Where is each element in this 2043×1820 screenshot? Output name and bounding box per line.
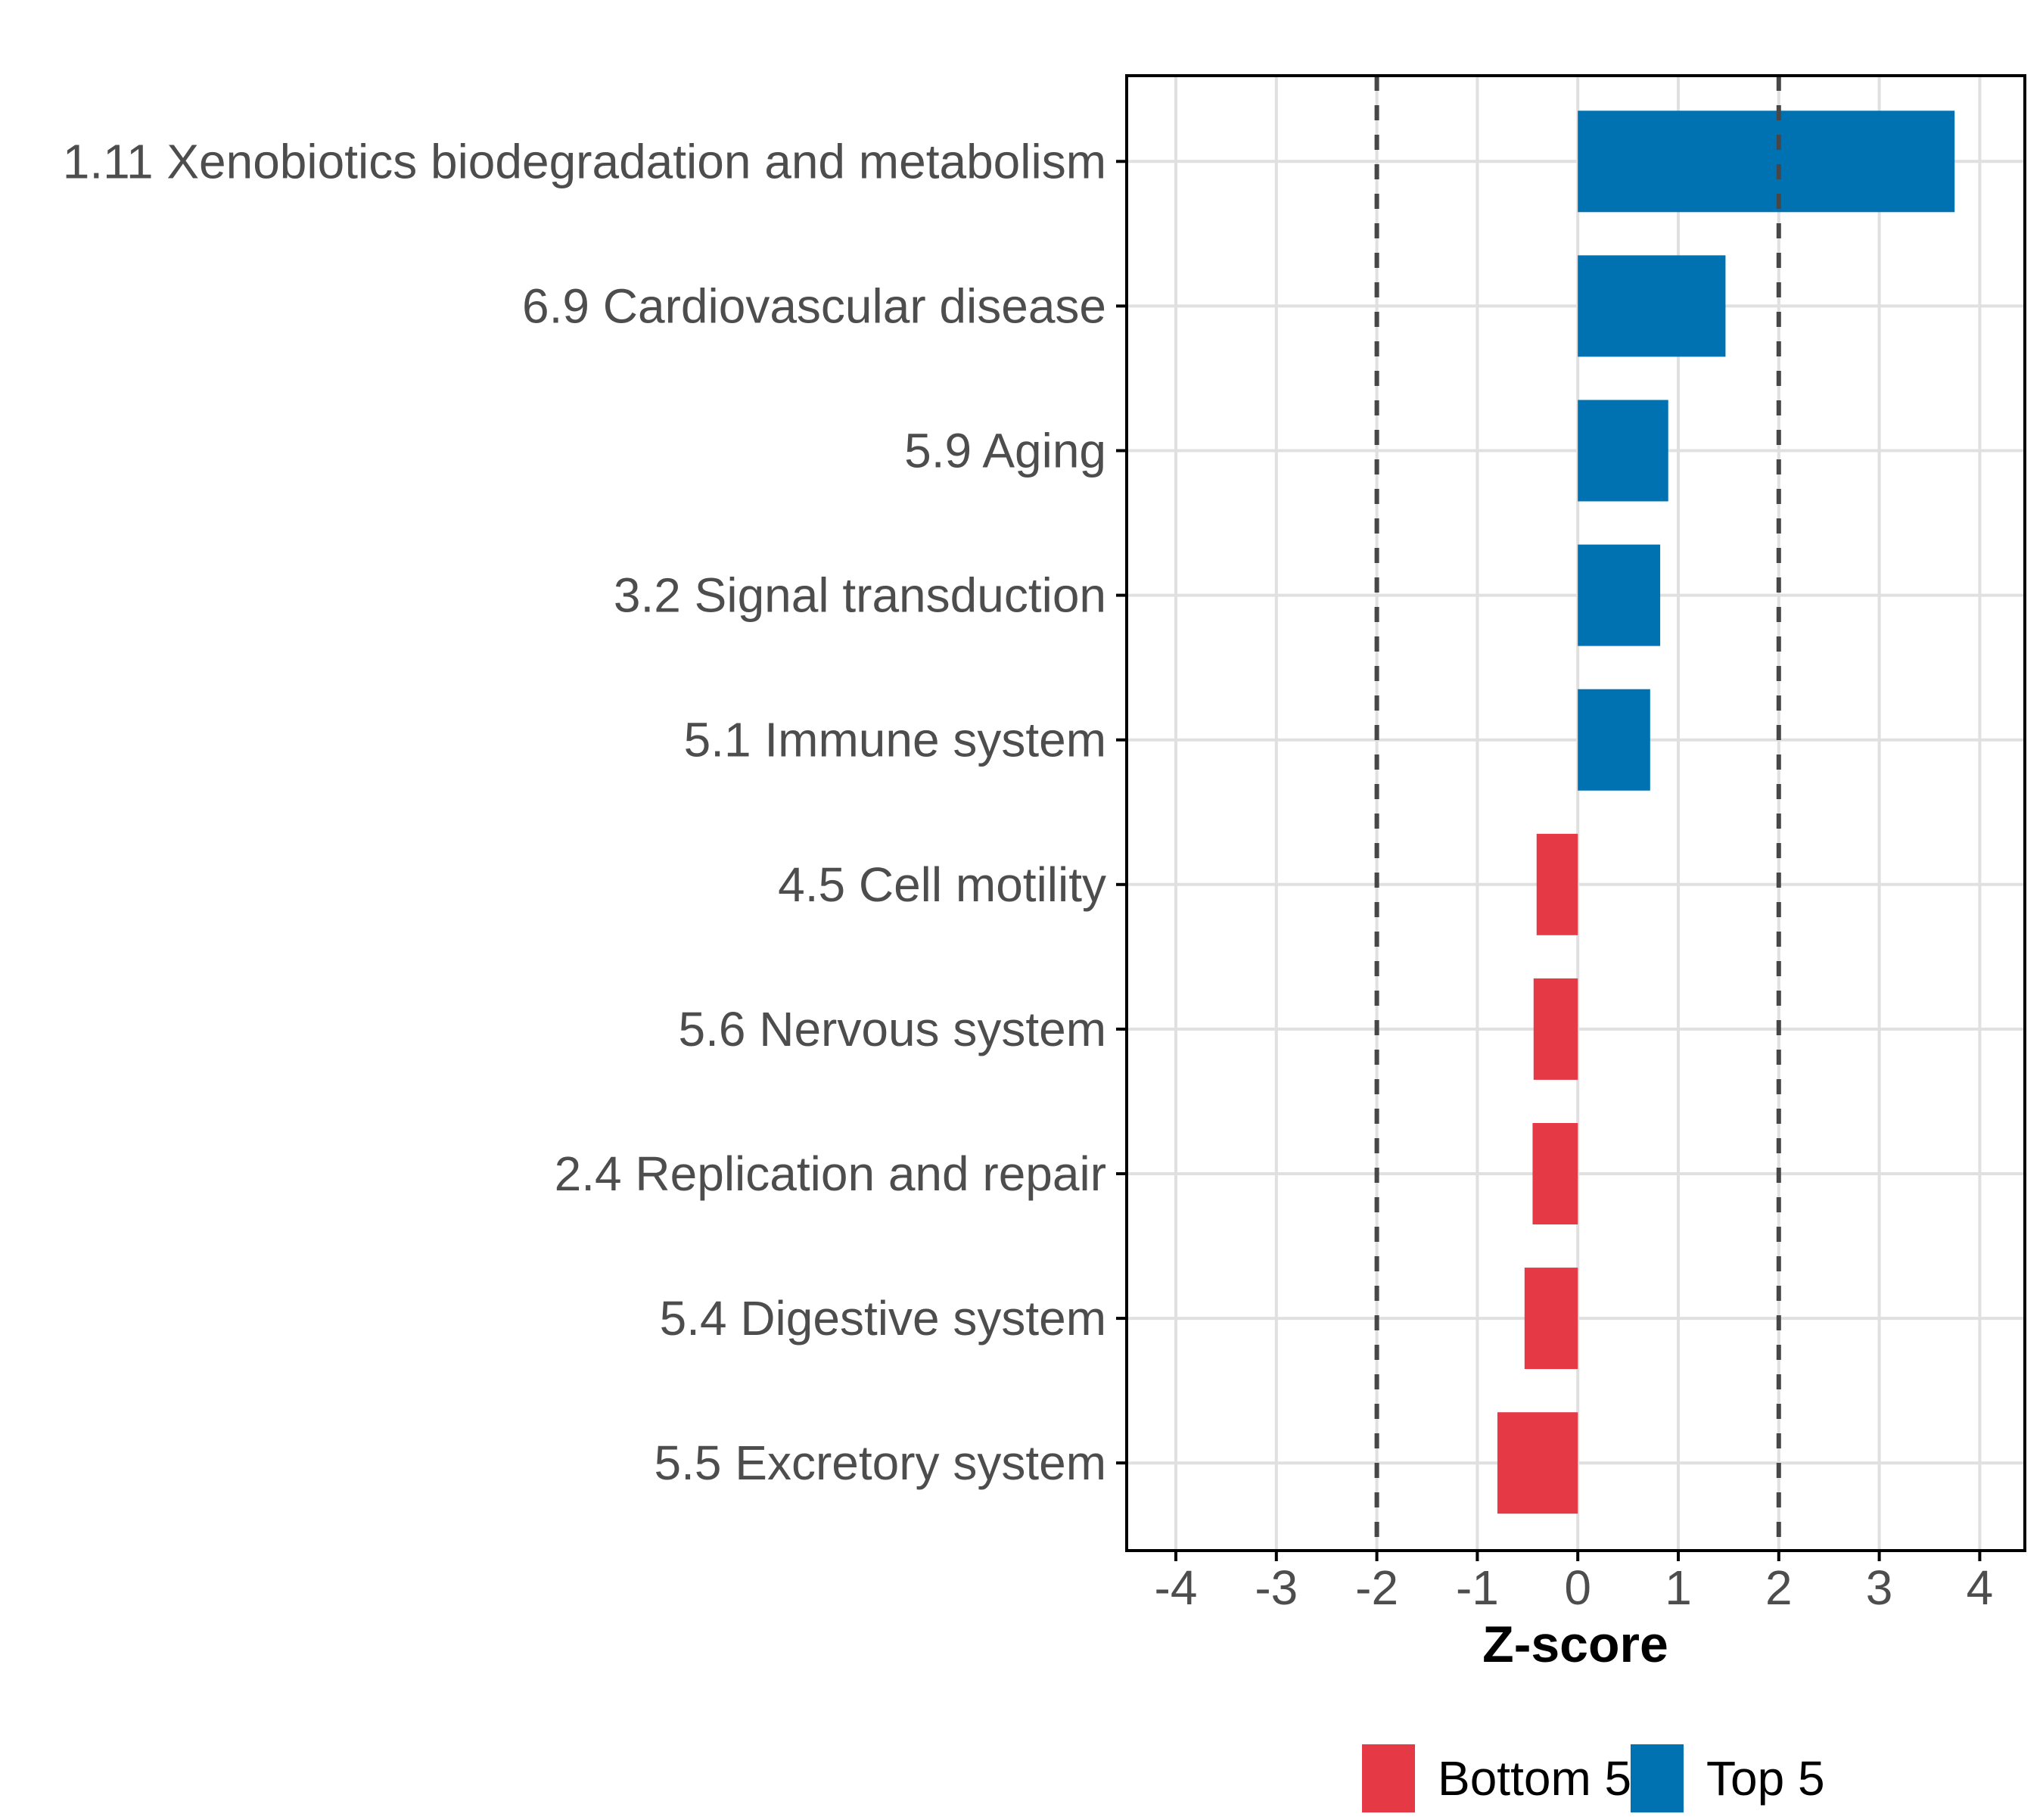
reference-lines: [1374, 76, 1781, 1551]
x-tick-label: 1: [1665, 1560, 1692, 1615]
category-label: 5.6 Nervous system: [678, 1002, 1106, 1056]
legend-key-bottom5: [1362, 1744, 1415, 1812]
bar-bottom5: [1533, 978, 1578, 1080]
legend-label-top5: Top 5: [1706, 1751, 1825, 1806]
category-label: 3.2 Signal transduction: [614, 568, 1106, 623]
category-label: 1.11 Xenobiotics biodegradation and meta…: [63, 134, 1106, 188]
x-axis-title: Z-score: [1482, 1616, 1668, 1673]
bar-bottom5: [1532, 1123, 1578, 1224]
bar-top5: [1578, 255, 1726, 357]
category-label: 5.5 Excretory system: [655, 1436, 1107, 1490]
category-label: 5.4 Digestive system: [660, 1291, 1106, 1346]
x-tick-label: -4: [1155, 1560, 1198, 1615]
category-label: 4.5 Cell motility: [778, 857, 1106, 912]
bar-bottom5: [1497, 1412, 1578, 1514]
x-tick-label: 2: [1765, 1560, 1793, 1615]
category-label: 5.1 Immune system: [684, 713, 1106, 767]
x-tick-label: 3: [1866, 1560, 1893, 1615]
legend: Bottom 5 Top 5: [1362, 1744, 1825, 1812]
x-tick-label: -3: [1255, 1560, 1298, 1615]
legend-label-bottom5: Bottom 5: [1438, 1751, 1631, 1806]
x-tick-label: 4: [1967, 1560, 1994, 1615]
legend-key-top5: [1631, 1744, 1684, 1812]
category-label: 2.4 Replication and repair: [555, 1146, 1106, 1201]
bars: [1497, 110, 1955, 1514]
bar-bottom5: [1536, 833, 1578, 935]
x-tick-label: -1: [1456, 1560, 1499, 1615]
bar-top5: [1578, 689, 1650, 791]
bar-top5: [1578, 400, 1668, 502]
plot-panel-border: [1125, 74, 2026, 1552]
bar-bottom5: [1524, 1268, 1578, 1370]
x-tick-label: 0: [1564, 1560, 1591, 1615]
bar-top5: [1578, 544, 1661, 646]
axes: -4 -3 -2 -1 0 1 2 3 4 1.11 Xenobiotics biodegrada…: [63, 134, 1993, 1615]
x-tick-label: -2: [1355, 1560, 1398, 1615]
bar-top5: [1578, 110, 1955, 213]
category-label: 6.9 Cardiovascular disease: [522, 278, 1106, 333]
category-label: 5.9 Aging: [904, 424, 1106, 478]
